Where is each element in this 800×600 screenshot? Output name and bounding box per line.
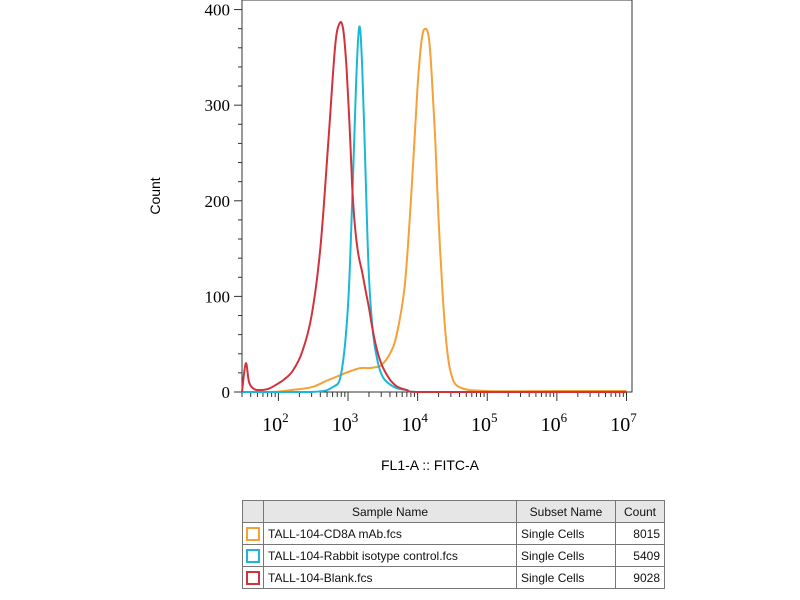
series-line-1 [242, 25, 627, 394]
x-tick-label: 107 [610, 410, 637, 436]
legend-swatch-cell [242, 566, 264, 589]
legend-header-count: Count [615, 500, 665, 523]
legend-subset-name: Single Cells [516, 522, 616, 545]
x-tick-label: 103 [332, 410, 359, 436]
x-tick-label: 105 [471, 410, 498, 436]
legend-swatch-header [242, 500, 264, 523]
legend-table: Sample Name Subset Name Count TALL-104-C… [242, 500, 665, 589]
legend-count: 8015 [615, 522, 665, 545]
y-tick-label: 200 [205, 192, 231, 211]
legend-sample-name: TALL-104-Rabbit isotype control.fcs [263, 544, 517, 567]
legend-swatch [246, 526, 260, 541]
legend-row: TALL-104-Blank.fcs Single Cells 9028 [242, 566, 665, 589]
y-tick-label: 300 [205, 96, 231, 115]
series-line-0 [242, 27, 627, 393]
y-tick-label: 100 [205, 287, 231, 306]
legend-subset-name: Single Cells [516, 544, 616, 567]
legend-header-sample: Sample Name [263, 500, 517, 523]
x-tick-label: 104 [401, 410, 428, 436]
series-layer [241, 21, 627, 394]
y-tick-label: 0 [222, 383, 231, 402]
legend-row: TALL-104-CD8A mAb.fcs Single Cells 8015 [242, 522, 665, 545]
x-tick-label: 102 [262, 410, 289, 436]
x-axis: 102 103 104 105 106 107 [241, 392, 637, 436]
y-tick-label: 400 [205, 1, 231, 20]
legend-count: 9028 [615, 566, 665, 589]
legend-header-row: Sample Name Subset Name Count [242, 500, 665, 523]
legend-subset-name: Single Cells [516, 566, 616, 589]
x-tick-label: 106 [541, 410, 568, 436]
x-axis-title: FL1-A :: FITC-A [381, 457, 480, 473]
legend-header-subset: Subset Name [516, 500, 616, 523]
y-axis: 0 100 200 300 400 [205, 1, 242, 402]
legend-sample-name: TALL-104-CD8A mAb.fcs [263, 522, 517, 545]
legend-row: TALL-104-Rabbit isotype control.fcs Sing… [242, 544, 665, 567]
y-axis-title: Count [147, 177, 163, 214]
legend-count: 5409 [615, 544, 665, 567]
legend-swatch-cell [242, 544, 264, 567]
legend-sample-name: TALL-104-Blank.fcs [263, 566, 517, 589]
legend-swatch [246, 548, 260, 563]
series-line-2 [241, 21, 627, 394]
legend-swatch-cell [242, 522, 264, 545]
legend-swatch [246, 570, 260, 585]
